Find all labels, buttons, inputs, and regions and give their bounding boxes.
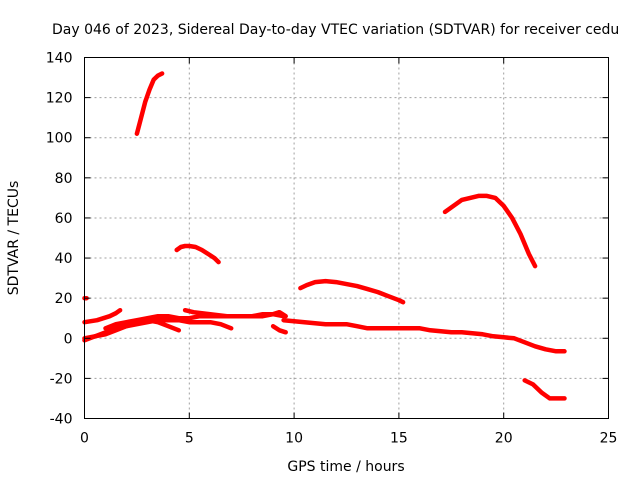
y-axis-label: SDTVAR / TECUs [6,181,22,296]
y-tick-label: 0 [64,331,73,347]
y-tick-label: 40 [55,251,73,267]
series-base-long [281,317,567,354]
series-base-e [249,309,288,319]
x-tick-label: 0 [80,431,89,447]
y-tick-label: 80 [55,171,73,187]
series-arc-negative [522,378,567,401]
chart-title: Day 046 of 2023, Sidereal Day-to-day VTE… [52,22,619,38]
series-arc-mid-right [298,278,406,305]
y-tick-label: 140 [46,51,73,67]
x-tick-label: 25 [600,431,618,447]
axis-ticks: 0 5 10 15 20 25 -40 -20 0 20 40 60 80 100 120 140 [46,51,618,447]
series-early-rise [82,307,123,325]
x-tick-label: 10 [285,431,303,447]
series-base-d [182,307,255,319]
y-tick-label: -20 [50,371,73,387]
grid-lines [84,57,609,419]
data-series [82,71,567,401]
y-tick-label: 120 [46,91,73,107]
series-arc-high [134,71,165,136]
plot-frame [84,57,609,419]
x-tick-label: 15 [390,431,408,447]
x-tick-label: 20 [495,431,513,447]
y-tick-label: -40 [50,412,73,428]
series-arc-mid-left [174,243,221,265]
series-base-b [82,317,234,343]
y-tick-label: 20 [55,291,73,307]
y-tick-label: 60 [55,211,73,227]
x-tick-label: 5 [185,431,194,447]
y-tick-label: 100 [46,131,73,147]
x-axis-label: GPS time / hours [287,459,404,475]
series-base-f [270,323,288,335]
series-arc-peak-evening [442,193,538,269]
